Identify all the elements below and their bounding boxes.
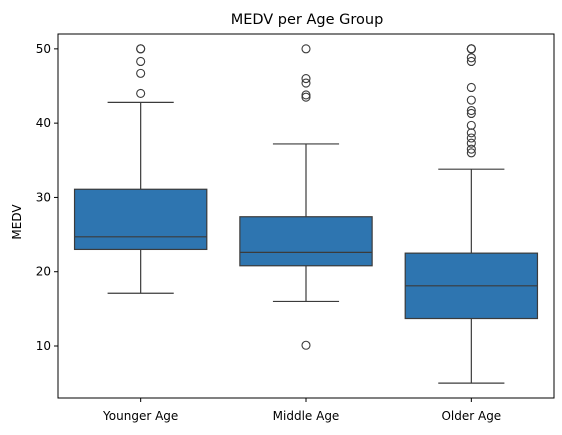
x-tick-label: Middle Age <box>273 409 340 423</box>
outlier-point <box>466 144 476 154</box>
outlier-point <box>301 92 311 102</box>
outlier-point <box>466 108 476 119</box>
outlier-point <box>136 68 146 78</box>
y-tick-label: 30 <box>36 190 51 204</box>
outlier-point <box>466 133 476 143</box>
y-tick-label: 10 <box>36 339 51 353</box>
outlier-point <box>466 53 476 63</box>
outlier-point <box>301 340 311 350</box>
outlier-point <box>466 128 476 138</box>
y-tick-label: 40 <box>36 116 51 130</box>
iqr-box <box>239 216 373 267</box>
outlier-point <box>466 82 476 93</box>
y-tick-label: 20 <box>36 265 51 279</box>
outlier-point <box>301 74 311 84</box>
y-axis-label: MEDV <box>10 204 24 240</box>
outlier-point <box>466 148 476 158</box>
outlier-point <box>466 120 476 130</box>
y-tick-label: 50 <box>36 42 51 56</box>
outlier-point <box>301 44 311 54</box>
outlier-point <box>136 56 146 67</box>
outlier-point <box>466 105 476 116</box>
outlier-point <box>301 90 311 100</box>
outlier-point <box>466 138 476 148</box>
iqr-box <box>73 188 208 251</box>
plot-frame <box>57 33 555 399</box>
outlier-point <box>136 88 146 98</box>
outlier-point <box>136 44 146 54</box>
x-tick-label: Older Age <box>441 409 501 423</box>
plot-area: 10 20 30 40 50 Younger Age Middle Age Older Age <box>36 42 539 423</box>
x-tick-label: Younger Age <box>102 409 178 423</box>
outlier-point <box>466 95 476 105</box>
outlier-point <box>466 56 476 67</box>
outlier-point <box>466 44 476 54</box>
chart-title: MEDV per Age Group <box>231 12 384 28</box>
outlier-point <box>301 78 311 88</box>
